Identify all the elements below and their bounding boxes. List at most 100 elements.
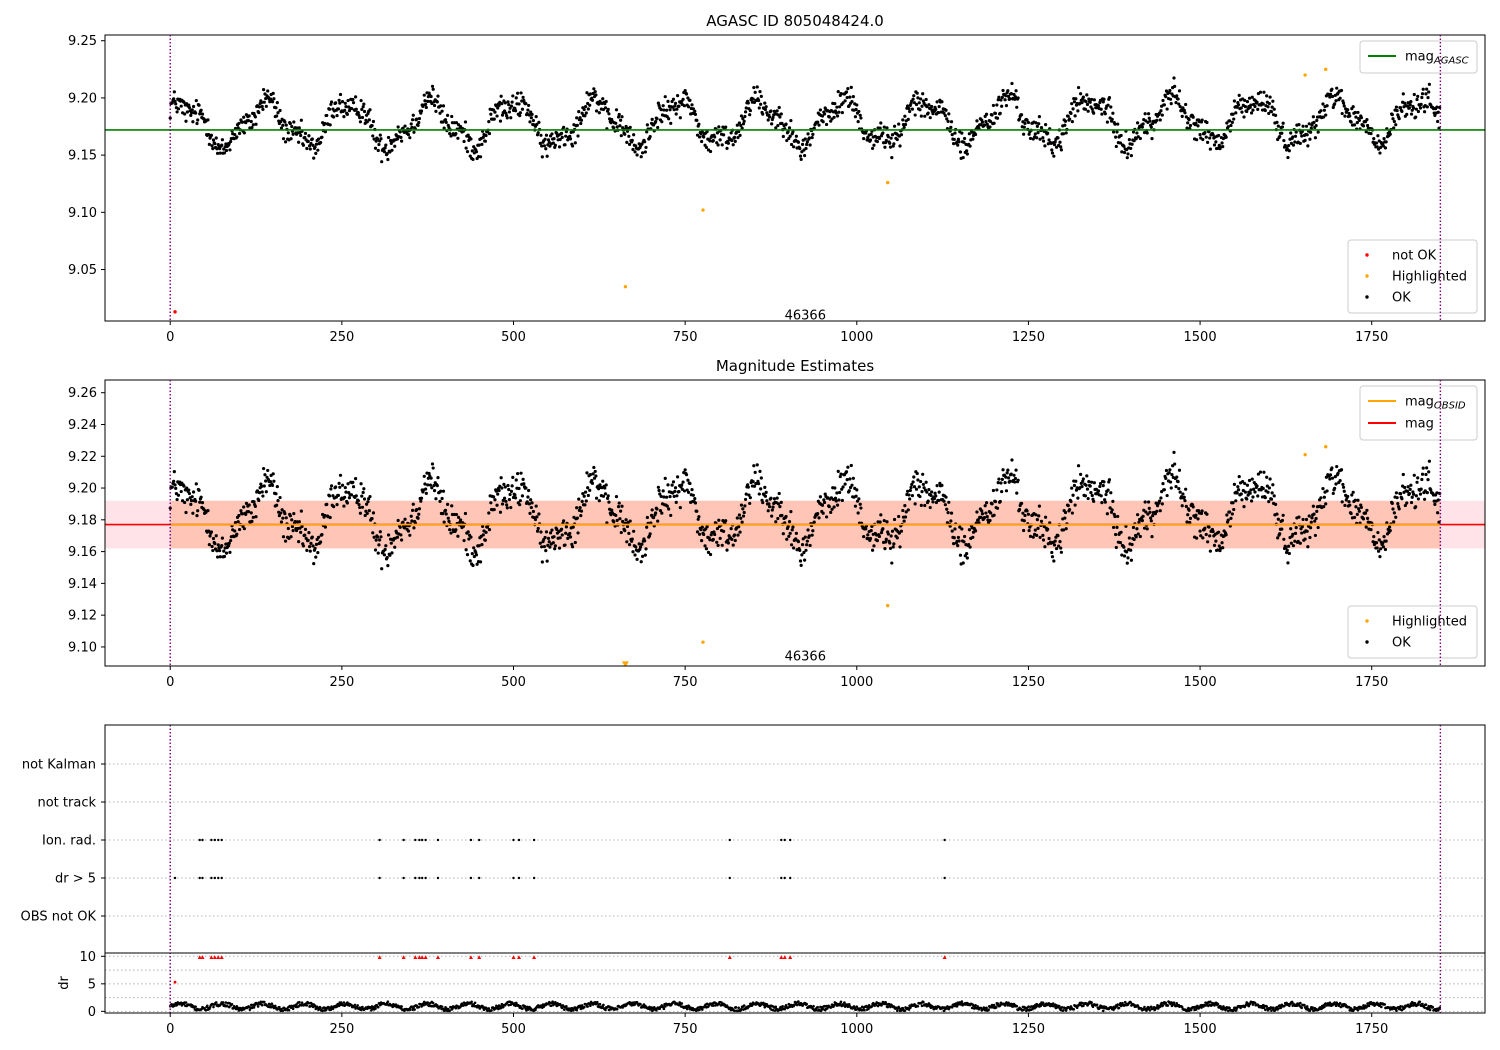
ok-point <box>496 106 500 110</box>
ok-point <box>275 484 279 489</box>
ok-point <box>870 524 874 528</box>
ok-point <box>839 472 843 476</box>
ok-point <box>1151 514 1155 518</box>
ok-point <box>553 547 557 551</box>
ok-point <box>584 490 588 494</box>
ok-point <box>542 545 547 549</box>
ok-point <box>518 114 522 118</box>
ok-point <box>732 135 737 139</box>
ok-point <box>1298 541 1302 545</box>
ok-point <box>869 132 873 136</box>
ok-point <box>552 137 556 141</box>
ok-point <box>1168 480 1173 484</box>
ok-point <box>1281 121 1285 125</box>
ok-point <box>885 126 889 130</box>
ok-point <box>1176 480 1180 484</box>
dr-point <box>774 1005 778 1009</box>
ok-point <box>1364 130 1368 134</box>
ok-point <box>659 108 663 112</box>
ok-point <box>758 469 762 473</box>
ok-point <box>467 537 471 541</box>
ok-point <box>864 527 868 531</box>
ok-point <box>1276 536 1280 540</box>
ok-point <box>544 133 549 137</box>
ok-point <box>462 538 466 543</box>
ok-point <box>1403 503 1407 508</box>
ok-point <box>521 95 525 99</box>
ok-point <box>1081 95 1085 99</box>
ok-point <box>1309 520 1313 524</box>
ok-point <box>695 530 700 534</box>
ok-point <box>520 494 525 498</box>
ok-point <box>677 104 681 108</box>
ok-point <box>1342 104 1346 108</box>
ok-point <box>377 543 381 547</box>
ok-point <box>241 524 245 528</box>
ok-point <box>619 118 623 122</box>
ok-point <box>1420 92 1425 96</box>
ok-point <box>1159 496 1163 500</box>
ok-point <box>1272 107 1276 111</box>
dr-point <box>696 1006 700 1009</box>
ok-point <box>618 517 622 521</box>
ion-rad-flag <box>436 838 440 842</box>
ok-point <box>890 561 894 565</box>
ok-point <box>237 527 242 532</box>
ok-point <box>881 131 885 135</box>
ok-point <box>1092 111 1096 115</box>
legend-subscript: OBSID <box>1434 401 1466 412</box>
ok-point <box>484 133 488 138</box>
ok-point <box>220 543 224 548</box>
ok-point <box>548 531 553 535</box>
ok-point <box>844 470 849 474</box>
ok-point <box>980 509 984 513</box>
ok-point <box>332 115 336 119</box>
ok-point <box>408 136 412 140</box>
panel2-obsid-annotation: 46366 <box>785 649 826 664</box>
ok-point <box>872 544 876 548</box>
ok-point <box>1230 120 1234 124</box>
ok-point <box>685 488 689 492</box>
ok-point <box>1164 468 1169 473</box>
ok-point <box>725 146 729 150</box>
dr-point <box>748 1004 751 1008</box>
ok-point <box>540 155 544 159</box>
ok-point <box>1435 105 1439 109</box>
ok-point <box>743 504 747 508</box>
ok-point <box>399 533 403 537</box>
ok-point <box>483 139 487 143</box>
ok-point <box>1021 511 1025 515</box>
ok-point <box>708 538 712 542</box>
ok-point <box>669 121 673 125</box>
ok-point <box>288 514 292 518</box>
ok-point <box>735 516 739 520</box>
ok-point <box>1140 519 1144 523</box>
ok-point <box>454 132 458 136</box>
ok-point <box>776 123 780 128</box>
ok-point <box>1226 125 1230 129</box>
ok-point <box>1169 486 1173 490</box>
ok-point <box>588 488 592 492</box>
y-tick-label: 9.22 <box>68 450 97 465</box>
ok-point <box>628 125 632 129</box>
ok-point <box>704 547 709 551</box>
ok-point <box>883 547 887 551</box>
ok-point <box>919 479 923 484</box>
ok-point <box>1028 534 1033 538</box>
ok-point <box>1412 106 1416 110</box>
ok-point <box>354 477 358 481</box>
ok-point <box>1414 494 1418 498</box>
ok-point <box>1340 500 1344 504</box>
ok-point <box>916 96 920 100</box>
dr-point <box>575 1008 578 1012</box>
ok-point <box>884 537 888 541</box>
ok-point <box>650 117 654 121</box>
ok-point <box>240 120 244 124</box>
ok-point <box>639 155 643 159</box>
ok-point <box>1336 471 1340 475</box>
ok-point <box>743 114 747 119</box>
ok-point <box>1401 472 1405 477</box>
ok-point <box>627 531 631 536</box>
ok-point <box>926 499 930 503</box>
dr-point <box>431 1001 435 1005</box>
